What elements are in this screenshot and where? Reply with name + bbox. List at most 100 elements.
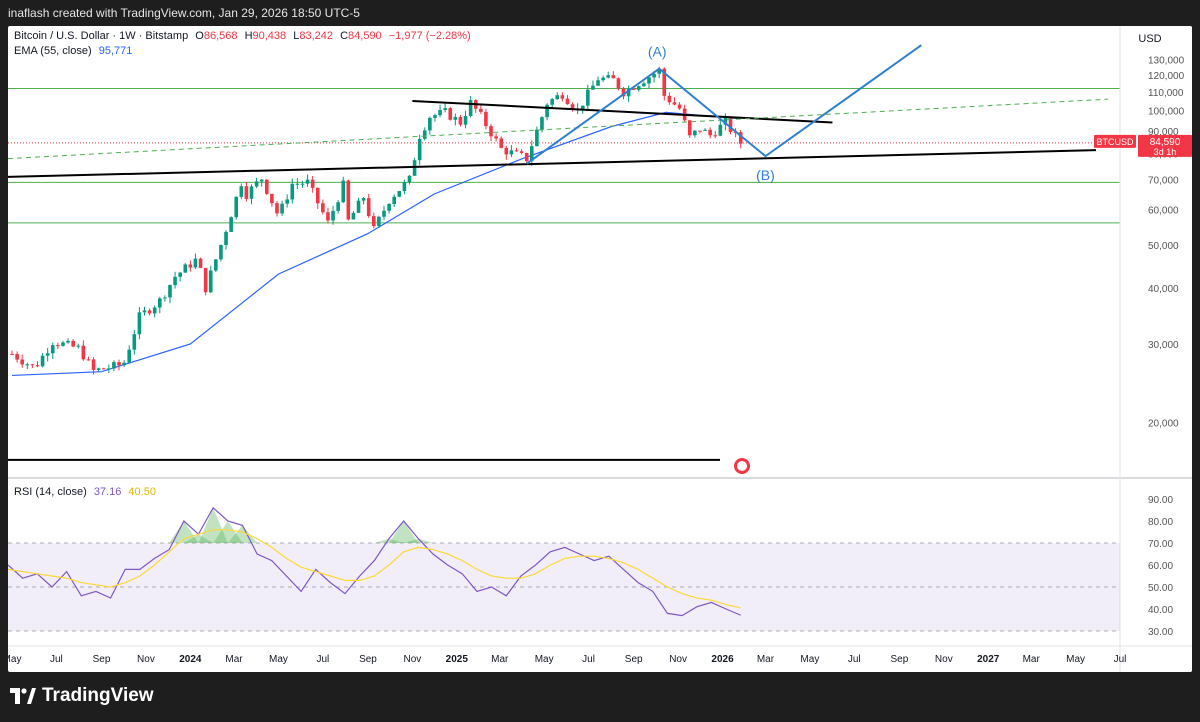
open-value: 86,568 bbox=[203, 30, 238, 42]
candle-body bbox=[591, 85, 595, 90]
tradingview-logo[interactable]: TradingView bbox=[10, 685, 154, 707]
candle-body bbox=[15, 353, 19, 360]
time-tick-label: Mar bbox=[225, 654, 243, 665]
rsi-overbought-fill bbox=[389, 521, 419, 543]
time-tick-label: Sep bbox=[891, 654, 909, 665]
candle-body bbox=[315, 187, 320, 204]
candle-body bbox=[76, 345, 81, 347]
candle-body bbox=[20, 359, 24, 365]
price-tick-label: 110,000 bbox=[1148, 88, 1184, 99]
us-flag-icon-inner bbox=[737, 461, 747, 471]
candle-body bbox=[147, 310, 152, 314]
candle-body bbox=[448, 108, 453, 120]
candle-body bbox=[132, 334, 137, 350]
candle-body bbox=[264, 179, 269, 194]
ema-55-line bbox=[11, 111, 741, 377]
candle-body bbox=[366, 198, 371, 217]
candle-body bbox=[417, 138, 422, 161]
ema-legend: EMA (55, close) 95,771 bbox=[14, 45, 136, 57]
candle-body bbox=[463, 115, 468, 125]
candle-body bbox=[321, 203, 325, 213]
low-label: L bbox=[293, 30, 300, 42]
candle-body bbox=[509, 150, 514, 155]
currency-label: USD bbox=[1138, 33, 1161, 45]
price-tag-value: 84,590 bbox=[1150, 137, 1181, 148]
candle-body bbox=[331, 210, 335, 221]
time-tick-label: 2025 bbox=[446, 654, 469, 665]
candle-body bbox=[117, 362, 121, 366]
candle-body bbox=[433, 115, 437, 118]
time-tick-label: Jul bbox=[582, 654, 595, 665]
candle-body bbox=[708, 129, 712, 136]
candle-body bbox=[453, 116, 458, 120]
candle-body bbox=[224, 231, 228, 245]
candle-body bbox=[555, 95, 560, 100]
time-tick-label: Jul bbox=[848, 654, 861, 665]
chart-frame[interactable]: (A)(B)(C) USD130,000120,000110,000100,00… bbox=[8, 26, 1192, 672]
rsi-label: RSI (14, close) bbox=[14, 486, 87, 498]
time-tick-label: May bbox=[535, 654, 554, 665]
candle-body bbox=[540, 117, 544, 130]
candle-body bbox=[112, 362, 116, 369]
brand-name: TradingView bbox=[42, 685, 154, 706]
time-tick-label: May bbox=[1066, 654, 1085, 665]
candle-body bbox=[519, 151, 524, 153]
candle-body bbox=[428, 117, 432, 131]
rsi-tick-label: 80.00 bbox=[1148, 517, 1173, 528]
candle-body bbox=[198, 258, 203, 268]
candle-body bbox=[193, 258, 198, 268]
candle-body bbox=[377, 216, 381, 227]
price-tick-label: 70,000 bbox=[1148, 176, 1179, 187]
candle-body bbox=[550, 99, 554, 105]
candle-body bbox=[173, 276, 177, 286]
rsi-overbought-fill bbox=[198, 507, 228, 543]
candle-body bbox=[489, 126, 493, 137]
candle-body bbox=[35, 365, 40, 367]
symbol-legend: Bitcoin / U.S. Dollar · 1W · Bitstamp O8… bbox=[14, 30, 475, 42]
time-tick-label: 2026 bbox=[711, 654, 734, 665]
candle-body bbox=[157, 298, 162, 308]
ema-value: 95,771 bbox=[98, 45, 133, 57]
time-tick-label: Jul bbox=[1114, 654, 1127, 665]
candle-body bbox=[657, 68, 661, 74]
candle-body bbox=[596, 80, 600, 86]
candle-body bbox=[249, 186, 254, 199]
candle-body bbox=[127, 349, 132, 363]
candle-body bbox=[142, 310, 147, 313]
time-tick-label: 2027 bbox=[977, 654, 1000, 665]
candle-body bbox=[356, 200, 361, 213]
open-label: O bbox=[195, 30, 204, 42]
candle-body bbox=[56, 345, 60, 347]
time-tick-label: Nov bbox=[669, 654, 687, 665]
candle-body bbox=[514, 150, 519, 152]
candle-body bbox=[621, 88, 626, 97]
candle-body bbox=[168, 285, 172, 298]
time-tick-label: Nov bbox=[935, 654, 953, 665]
candle-body bbox=[631, 88, 636, 90]
axes: USD130,000120,000110,000100,00090,00080,… bbox=[8, 26, 1192, 672]
wave-label-a: (A) bbox=[648, 44, 667, 60]
symbol-title: Bitcoin / U.S. Dollar · 1W · Bitstamp bbox=[14, 30, 189, 42]
candle-body bbox=[677, 104, 682, 109]
candle-body bbox=[560, 95, 565, 99]
close-value: 84,590 bbox=[348, 30, 382, 42]
candle-body bbox=[86, 359, 91, 361]
candle-body bbox=[50, 345, 55, 354]
candle-body bbox=[229, 217, 233, 232]
candle-body bbox=[499, 138, 504, 148]
rsi-ma-line bbox=[8, 529, 741, 609]
rsi-legend: RSI (14, close) 37.16 40.50 bbox=[14, 486, 160, 498]
candle-body bbox=[259, 179, 264, 182]
close-label: C bbox=[340, 30, 349, 42]
candle-body bbox=[295, 183, 300, 185]
rsi-overbought-fill bbox=[183, 534, 214, 543]
candle-body bbox=[25, 364, 30, 366]
candle-body bbox=[239, 186, 244, 197]
price-tag-countdown: 3d 1h bbox=[1154, 147, 1177, 157]
candle-body bbox=[545, 104, 549, 118]
price-chart-svg[interactable]: (A)(B)(C) USD130,000120,000110,000100,00… bbox=[8, 26, 1192, 672]
candle-body bbox=[667, 95, 672, 103]
time-tick-label: Sep bbox=[625, 654, 643, 665]
rsi-value: 37.16 bbox=[93, 486, 122, 498]
candle-body bbox=[611, 75, 616, 79]
